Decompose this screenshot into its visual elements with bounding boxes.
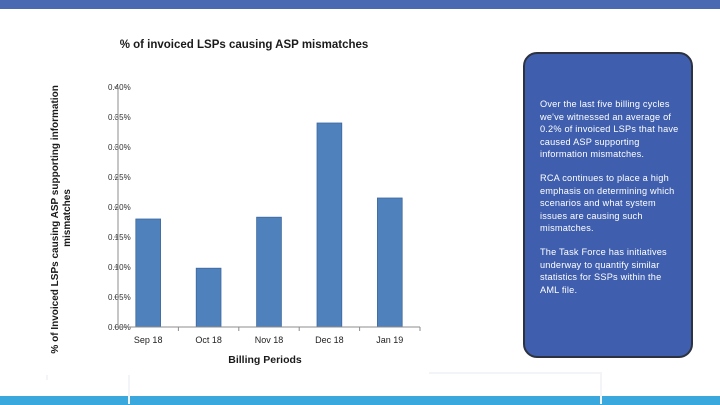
chart-canvas: % of invoiced LSPs causing ASP mismatche…	[50, 39, 421, 366]
bar	[256, 216, 282, 328]
summary-callout: Over the last five billing cycles we've …	[523, 52, 693, 358]
x-tick-label: Oct 18	[195, 335, 222, 345]
x-tick-label: Sep 18	[134, 335, 163, 345]
y-tick-label: 0.25%	[108, 173, 131, 182]
callout-paragraph: RCA continues to place a high emphasis o…	[540, 172, 675, 234]
top-accent-bar	[0, 0, 720, 9]
x-tick-label: Dec 18	[315, 335, 344, 345]
x-axis: Sep 18 Oct 18 Nov 18 Dec 18 Jan 19	[134, 327, 421, 345]
bar-chart: % of invoiced LSPs causing ASP mismatche…	[44, 30, 429, 375]
y-axis-title: % of Invoiced LSPs causing ASP supportin…	[50, 82, 73, 353]
bar-series	[135, 122, 403, 328]
background-decoration	[128, 372, 602, 404]
callout-paragraph: Over the last five billing cycles we've …	[540, 99, 679, 160]
y-tick-label: 0.10%	[108, 263, 131, 272]
y-tick-label: 0.05%	[108, 293, 131, 302]
bar	[377, 197, 403, 328]
y-axis-title-line: % of Invoiced LSPs causing ASP supportin…	[50, 85, 61, 353]
y-tick-label: 0.40%	[108, 83, 131, 92]
callout-paragraph: The Task Force has initiatives underway …	[540, 246, 667, 295]
bar	[195, 267, 222, 328]
y-axis: 0.00%0.05%0.10%0.15%0.20%0.25%0.30%0.35%…	[108, 83, 131, 332]
y-axis-title-line: mismatches	[62, 189, 73, 247]
y-tick-label: 0.35%	[108, 113, 131, 122]
y-tick-label: 0.15%	[108, 233, 131, 242]
background-decoration	[6, 150, 48, 380]
x-tick-label: Nov 18	[255, 335, 284, 345]
y-tick-label: 0.30%	[108, 143, 131, 152]
bottom-accent-bar	[0, 396, 720, 405]
x-axis-title: Billing Periods	[228, 354, 302, 366]
bar	[316, 122, 343, 328]
chart-title: % of invoiced LSPs causing ASP mismatche…	[120, 39, 369, 51]
x-tick-label: Jan 19	[376, 335, 403, 345]
bar	[135, 218, 161, 328]
y-tick-label: 0.20%	[108, 203, 131, 212]
